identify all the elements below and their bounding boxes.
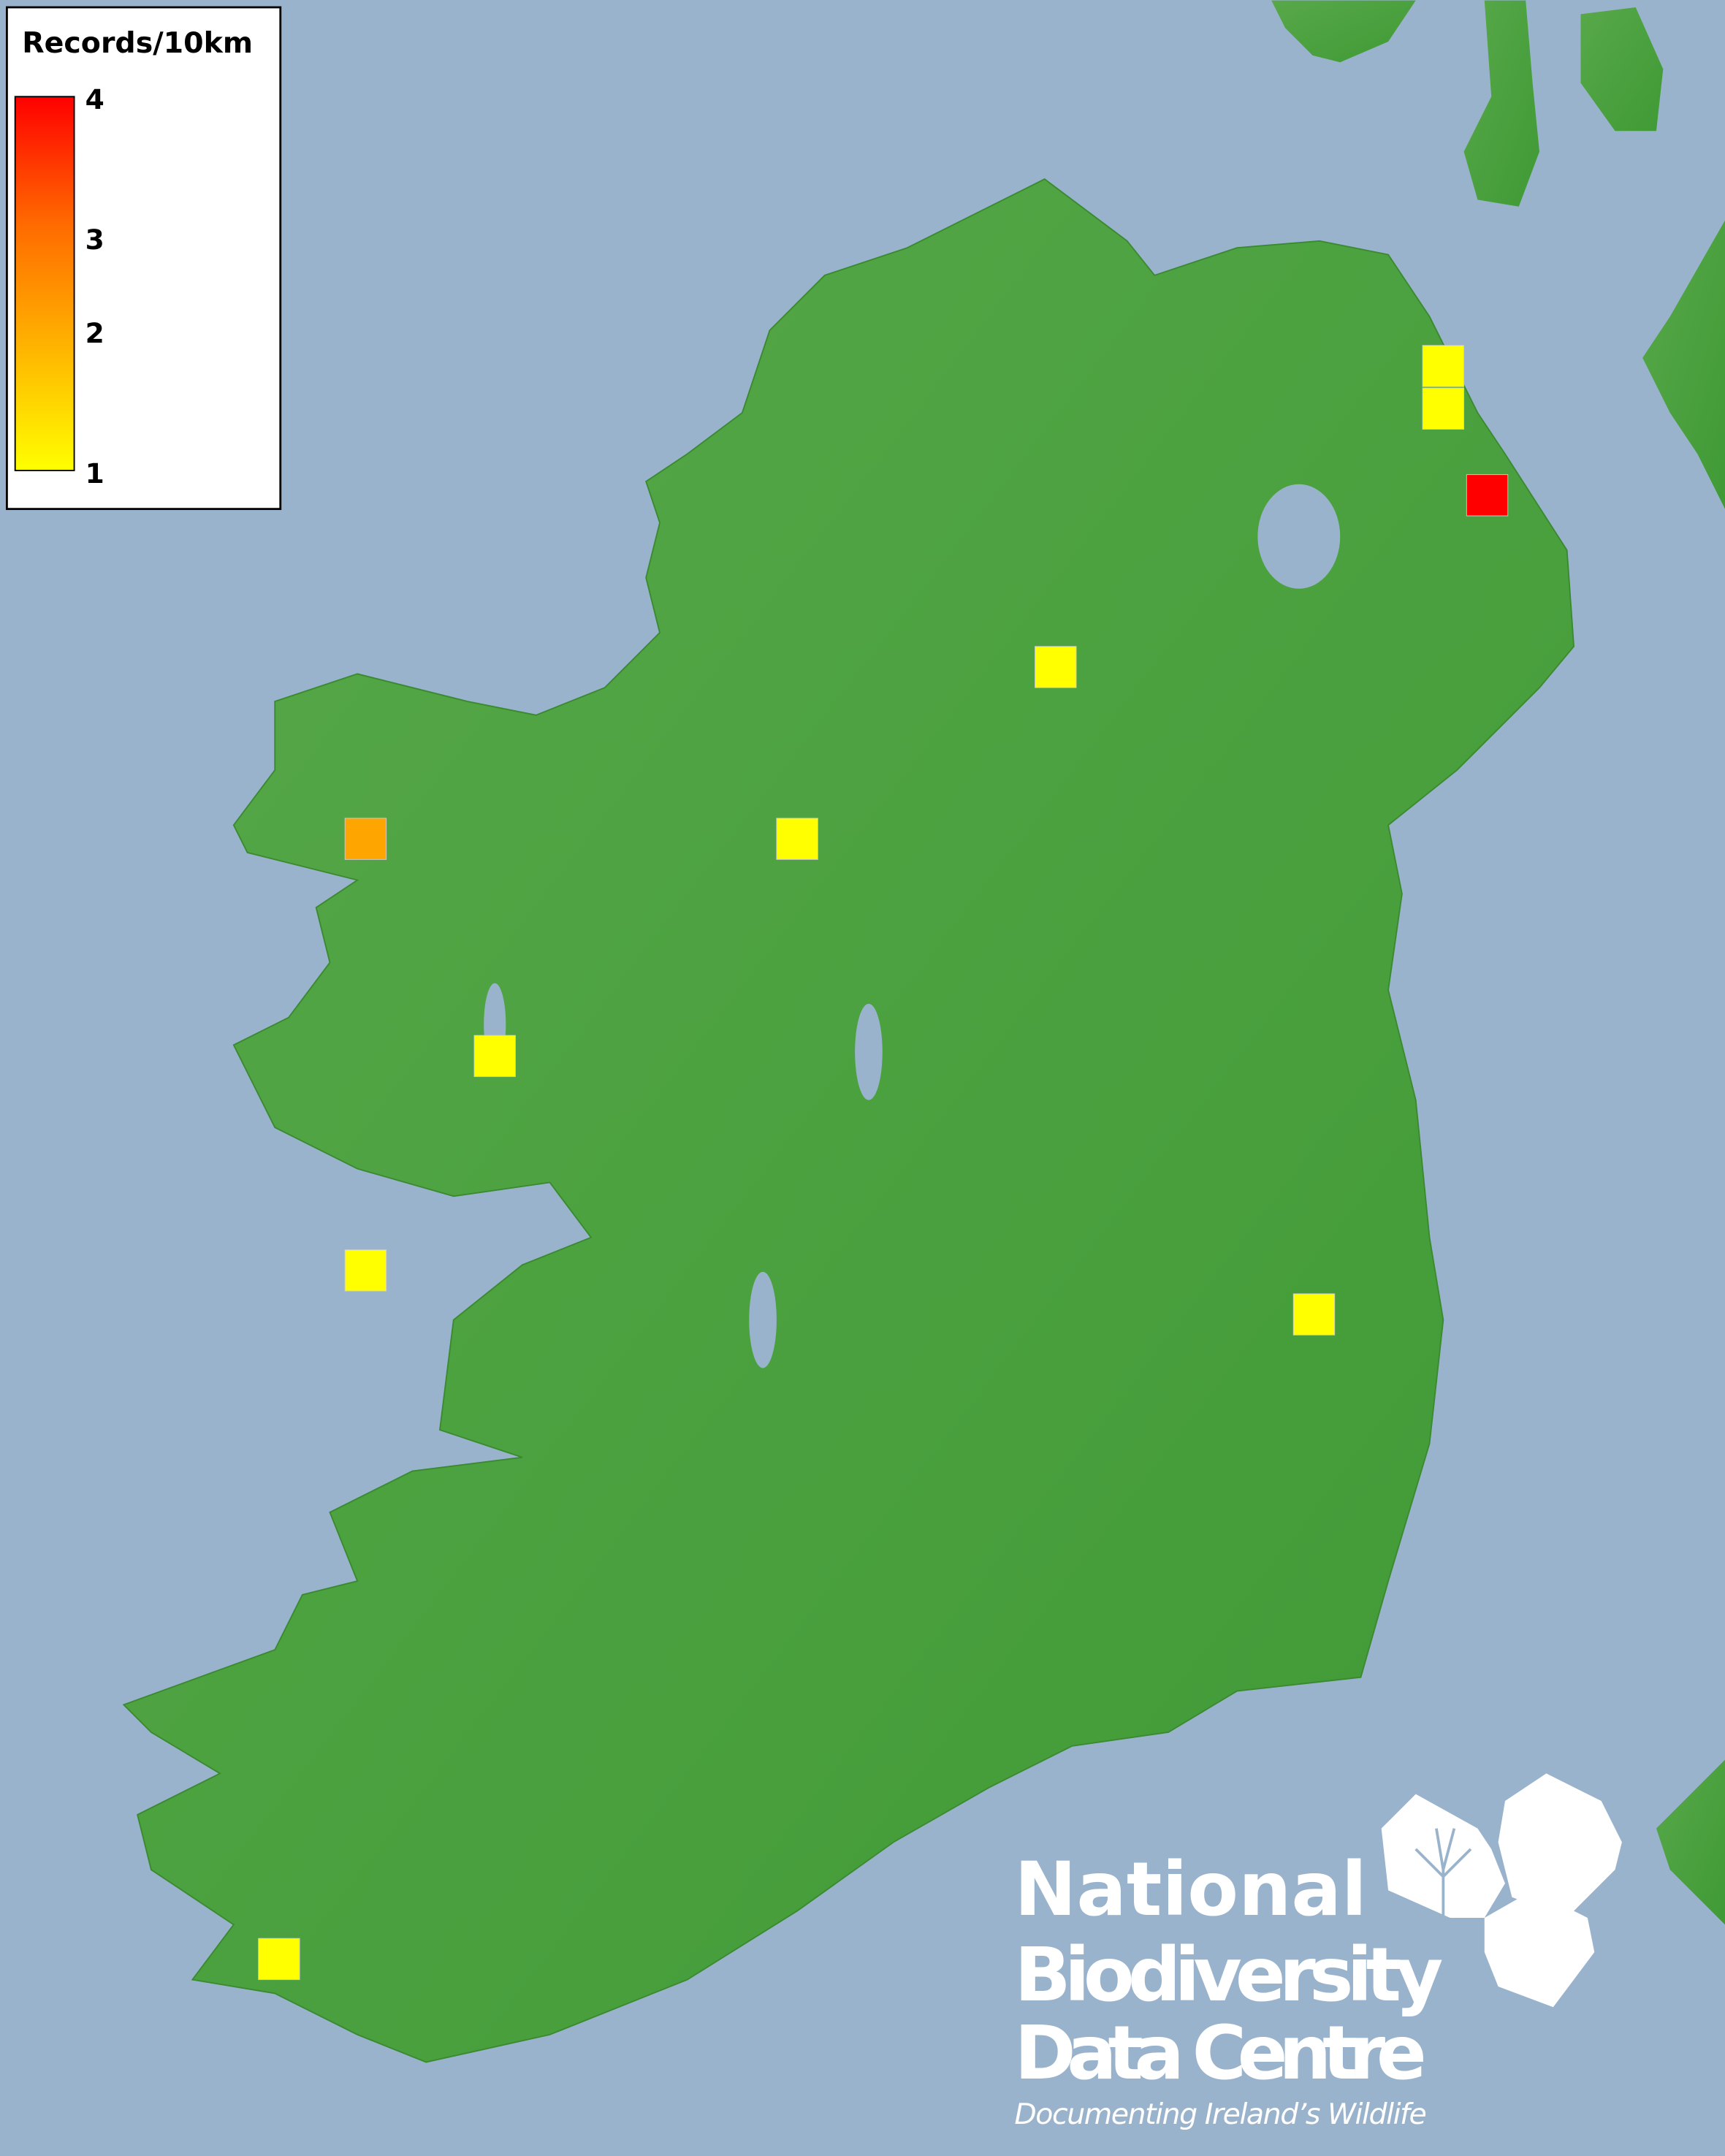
- nbdc-logo: National Biodiversity Data Centre Docume…: [1014, 1773, 1622, 2131]
- lough-ree: [855, 1003, 883, 1100]
- record-square: [1422, 345, 1465, 387]
- record-square: [1466, 474, 1509, 517]
- record-squares: [258, 345, 1509, 1981]
- record-square: [1422, 387, 1465, 430]
- logo-tagline: Documenting Ireland’s Wildlife: [1014, 2098, 1426, 2131]
- record-square: [344, 1249, 387, 1292]
- legend-colorbar: [14, 96, 75, 471]
- legend-tick-2: 2: [85, 317, 104, 349]
- tree-glyph: [1414, 1828, 1472, 1918]
- record-square: [258, 1938, 300, 1981]
- record-square: [1292, 1293, 1336, 1336]
- scotland-landmass: [1271, 0, 1725, 1925]
- legend-title: Records/10km: [22, 26, 253, 60]
- logo-line-3: Data Centre: [1014, 2010, 1426, 2096]
- record-square: [1035, 646, 1077, 688]
- logo-line-2: Biodiversity: [1014, 1932, 1443, 2018]
- legend: Records/10km 4 3 2 1: [5, 6, 282, 511]
- ireland-landmass: [122, 178, 1575, 2063]
- legend-tick-4: 4: [85, 83, 104, 115]
- record-square: [473, 1035, 516, 1078]
- legend-tick-3: 3: [85, 224, 104, 256]
- lough-neagh: [1257, 484, 1341, 589]
- lough-derg: [749, 1271, 777, 1368]
- lakes: [484, 484, 1341, 1368]
- butterfly-icon: [1498, 1773, 1622, 1918]
- record-square: [344, 818, 387, 860]
- logo-line-1: National: [1014, 1846, 1366, 1932]
- legend-tick-1: 1: [85, 457, 104, 490]
- tree-icon: [1381, 1794, 1505, 1918]
- record-square: [776, 818, 818, 860]
- seahorse-icon: [1484, 1890, 1595, 2008]
